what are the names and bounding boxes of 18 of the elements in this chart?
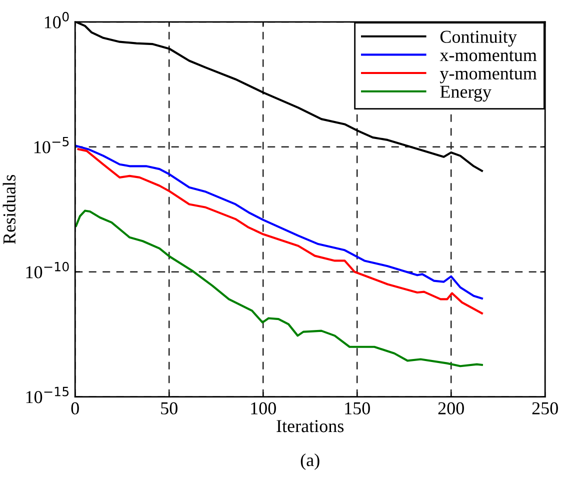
x-tick-label: 100 [251, 402, 276, 414]
y-tick-label: 10$^{−15}$ [26, 386, 69, 404]
x-axis-title: Iterations [276, 420, 344, 432]
y-tick-label: 10$^{−10}$ [26, 262, 69, 278]
x-tick-label: 0 [71, 402, 79, 414]
legend-label: Energy [440, 86, 492, 102]
line-series [75, 210, 483, 368]
text: (a) [300, 453, 320, 470]
y-tick-label: 10$^{−5}$ [34, 136, 69, 154]
x-tick-label: 250 [532, 402, 558, 414]
x-tick-label: 150 [345, 402, 370, 414]
x-tick-label: 50 [161, 402, 178, 414]
legend-label: y-momentum [440, 69, 537, 84]
legend-label: Continuity [440, 30, 517, 47]
y-tick-label: 10$^{0}$ [44, 12, 69, 28]
x-tick-label: 200 [438, 402, 464, 414]
y-axis-title: Residuals [2, 174, 16, 244]
legend-label: x-momentum [440, 50, 537, 62]
